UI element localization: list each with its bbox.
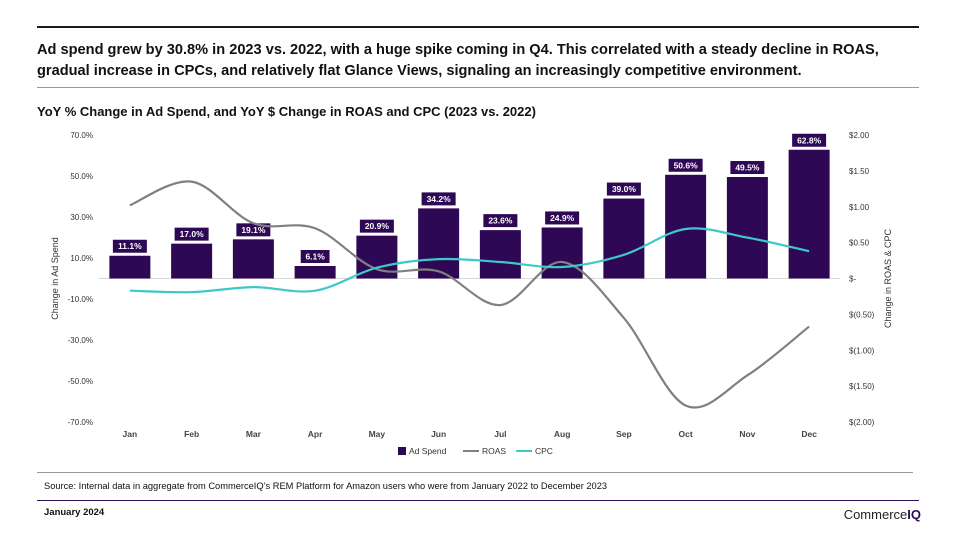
y-tick-label: -10.0% bbox=[68, 295, 93, 304]
data-label-box bbox=[483, 214, 518, 228]
x-tick-label: Dec bbox=[801, 429, 817, 439]
x-tick-label: Jun bbox=[431, 429, 446, 439]
x-tick-label: Mar bbox=[246, 429, 262, 439]
ad-spend-bar bbox=[294, 265, 336, 279]
ad-spend-bar bbox=[665, 174, 707, 279]
data-label-box bbox=[421, 192, 456, 206]
data-label-box bbox=[668, 158, 703, 172]
top-rule bbox=[37, 26, 919, 28]
data-label-box bbox=[359, 219, 394, 233]
data-label-box bbox=[174, 227, 209, 241]
ad-spend-bar bbox=[109, 255, 151, 279]
y2-tick-label: $- bbox=[849, 275, 856, 284]
y-tick-label: 30.0% bbox=[70, 213, 93, 222]
y-tick-label: -70.0% bbox=[68, 418, 93, 427]
ad-spend-bar bbox=[603, 198, 645, 279]
y-tick-label: 70.0% bbox=[70, 131, 93, 140]
ad-spend-data-label: 11.1% bbox=[118, 241, 142, 251]
y-tick-label: -50.0% bbox=[68, 377, 93, 386]
x-tick-label: Apr bbox=[308, 429, 323, 439]
headline-divider bbox=[37, 87, 919, 88]
ad-spend-data-label: 6.1% bbox=[305, 251, 325, 261]
legend-label: Ad Spend bbox=[409, 446, 447, 456]
x-tick-label: Sep bbox=[616, 429, 632, 439]
brand-suffix: IQ bbox=[907, 507, 921, 522]
footer-divider bbox=[37, 500, 919, 501]
ad-spend-bar bbox=[541, 227, 583, 279]
y2-tick-label: $0.50 bbox=[849, 239, 870, 248]
y2-tick-label: $(1.00) bbox=[849, 346, 875, 355]
legend-label: CPC bbox=[535, 446, 553, 456]
ad-spend-bar bbox=[418, 208, 460, 279]
x-tick-label: Feb bbox=[184, 429, 199, 439]
ad-spend-data-label: 24.9% bbox=[550, 213, 575, 223]
ad-spend-bar bbox=[232, 239, 274, 279]
source-note: Source: Internal data in aggregate from … bbox=[44, 481, 608, 491]
ad-spend-data-label: 39.0% bbox=[612, 184, 637, 194]
y-tick-label: -30.0% bbox=[68, 336, 93, 345]
x-tick-label: Jul bbox=[494, 429, 506, 439]
y2-tick-label: $1.50 bbox=[849, 167, 870, 176]
roas-line bbox=[129, 180, 810, 409]
ad-spend-bar bbox=[171, 243, 213, 279]
ad-spend-bar bbox=[788, 149, 830, 279]
x-tick-label: Aug bbox=[554, 429, 571, 439]
ad-spend-data-label: 62.8% bbox=[797, 135, 822, 145]
cpc-line bbox=[129, 227, 810, 294]
ad-spend-data-label: 49.5% bbox=[735, 163, 760, 173]
y2-tick-label: $(2.00) bbox=[849, 418, 875, 427]
ad-spend-data-label: 17.0% bbox=[180, 229, 205, 239]
y2-tick-label: $2.00 bbox=[849, 131, 870, 140]
y-tick-label: 10.0% bbox=[70, 254, 93, 263]
report-date: January 2024 bbox=[44, 507, 105, 518]
x-tick-label: Oct bbox=[679, 429, 693, 439]
y-tick-label: 50.0% bbox=[70, 172, 93, 181]
y-axis-title: Change in Ad Spend bbox=[50, 237, 60, 320]
ad-spend-data-label: 23.6% bbox=[488, 216, 513, 226]
legend-swatch-bar bbox=[398, 447, 406, 455]
x-tick-label: May bbox=[369, 429, 386, 439]
brand-prefix: Commerce bbox=[843, 507, 908, 522]
data-label-box bbox=[112, 239, 147, 253]
source-divider bbox=[37, 472, 913, 473]
legend-label: ROAS bbox=[482, 446, 506, 456]
data-label-box bbox=[300, 249, 330, 263]
x-tick-label: Nov bbox=[739, 429, 755, 439]
data-label-box bbox=[545, 211, 580, 225]
headline: Ad spend grew by 30.8% in 2023 vs. 2022,… bbox=[37, 42, 879, 79]
x-tick-label: Jan bbox=[123, 429, 138, 439]
chart-title: YoY % Change in Ad Spend, and YoY $ Chan… bbox=[37, 104, 536, 119]
ad-spend-data-label: 19.1% bbox=[241, 225, 266, 235]
brand-logo: CommerceIQ bbox=[844, 507, 921, 522]
data-label-box bbox=[792, 133, 827, 147]
ad-spend-bar bbox=[726, 177, 768, 279]
y2-tick-label: $(1.50) bbox=[849, 382, 875, 391]
y2-tick-label: $1.00 bbox=[849, 203, 870, 212]
ad-spend-data-label: 20.9% bbox=[365, 221, 390, 231]
combo-chart: 70.0% 50.0% 30.0% 10.0% -10.0% -30.0% -50.0% -7… bbox=[50, 131, 893, 456]
y2-axis-title: Change in ROAS & CPC bbox=[883, 228, 893, 328]
ad-spend-data-label: 34.2% bbox=[427, 194, 452, 204]
y2-tick-label: $(0.50) bbox=[849, 310, 875, 319]
data-label-box bbox=[606, 182, 641, 196]
ad-spend-bar bbox=[479, 230, 521, 279]
data-label-box bbox=[730, 161, 765, 175]
ad-spend-data-label: 50.6% bbox=[674, 160, 699, 170]
